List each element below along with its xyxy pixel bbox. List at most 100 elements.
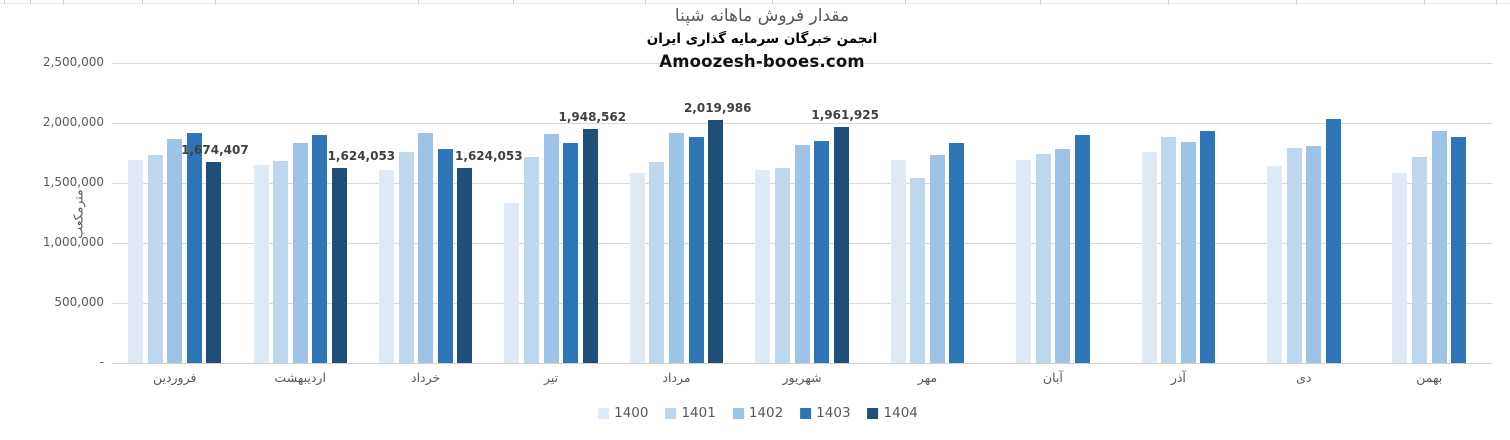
y-axis-title: مترمکعب [70,189,86,239]
legend-swatch [598,407,610,419]
y-tick-label: 2,500,000 [42,54,104,69]
ruler-tick [4,0,5,4]
bar-1400-تیر [504,202,520,363]
x-tick-label: مهر [917,370,938,385]
x-tick-label: آذر [1170,370,1186,385]
ruler-tick [1496,0,1497,4]
bar-1402-بهمن [1431,130,1447,363]
bar-value-label: 2,019,986 [683,101,752,116]
chart-title: مقدار فروش ماهانه شپنا [674,6,850,26]
bar-1401-بهمن [1412,157,1427,363]
x-axis-line [112,362,1492,364]
bar-1401-مرداد [649,162,665,363]
ruler-tick [142,0,143,4]
bar-1401-اردیبهشت [273,160,289,363]
bar-1403-شهریور [814,140,830,363]
bar-1403-خرداد [437,149,453,363]
bar-1404-فروردین [206,161,222,363]
ruler-tick [1424,0,1425,4]
bar-1401-آذر [1161,137,1177,363]
legend-item-1401: 1401 [665,405,716,421]
bar-1402-دی [1306,145,1322,363]
bar-1400-مهر [890,159,906,363]
ruler-tick [1168,0,1169,4]
bar-1400-اردیبهشت [253,165,269,363]
bar-1400-آبان [1016,159,1031,363]
bar-1400-بهمن [1392,172,1408,363]
bar-1402-مرداد [669,132,684,363]
bar-value-label: 1,961,925 [811,108,879,123]
bar-1400-مرداد [629,173,645,363]
bar-1404-شهریور [833,127,849,363]
bar-1403-آذر [1200,130,1216,363]
legend-swatch [800,407,812,419]
x-tick-label: شهریور [782,370,822,385]
bar-1402-اردیبهشت [292,142,308,363]
bar-value-label: 1,624,053 [327,148,396,163]
bar-1401-مهر [910,177,926,363]
bar-1401-خرداد [398,152,414,363]
ruler-tick [513,0,514,4]
chart-header: مقدار فروش ماهانه شپنا انجمن خبرگان سرما… [647,4,878,73]
gridline [112,122,1492,124]
bar-1403-مهر [949,143,965,363]
bar-1403-فروردین [186,132,202,363]
x-tick-label: فروردین [152,370,197,385]
y-tick-label: 2,000,000 [42,114,104,129]
y-tick-label: 1,000,000 [42,234,104,249]
watermark-text: Amoozesh-booes.com [659,52,865,71]
ruler-tick [1040,0,1041,4]
ruler-tick [418,0,419,4]
bar-1402-آذر [1180,142,1196,363]
bar-1401-فروردین [147,154,163,363]
ruler-line [0,3,1510,4]
bar-1401-تیر [524,157,539,363]
x-tick-label: آبان [1042,370,1063,385]
bar-1403-بهمن [1451,136,1467,363]
bar-1400-خرداد [378,169,394,363]
bar-1403-آبان [1074,134,1090,363]
chart-subtitle: انجمن خبرگان سرمایه گذاری ایران [646,31,878,47]
bar-1403-دی [1325,118,1341,363]
x-tick-label: دی [1296,370,1312,385]
x-tick-label: اردیبهشت [274,370,326,385]
y-tick-label: 500,000 [54,294,104,309]
bar-1404-مرداد [708,120,724,363]
y-tick-label: - [99,354,104,369]
legend-swatch [665,407,677,419]
x-tick-label: خرداد [411,370,441,385]
gridline [112,62,1492,64]
ruler-tick [215,0,216,4]
bar-1400-دی [1266,165,1282,363]
y-tick-label: 1,500,000 [42,174,104,189]
legend-label: 1400 [614,405,649,421]
legend-label: 1404 [883,405,918,421]
legend: 1400 1401 1402 1403 1404 [598,405,918,421]
bar-1402-فروردین [167,138,183,363]
bar-1404-اردیبهشت [331,167,347,363]
bar-value-label: 1,948,562 [558,109,627,124]
bar-1402-شهریور [794,144,810,363]
legend-item-1400: 1400 [598,405,648,421]
spreadsheet-ruler [0,0,1510,5]
bar-1402-آبان [1055,148,1071,363]
legend-item-1403: 1403 [800,405,851,421]
ruler-tick [905,0,906,4]
bar-1403-اردیبهشت [312,134,328,363]
x-tick-label: تیر [544,370,559,385]
ruler-tick [63,0,64,4]
legend-swatch [732,407,744,419]
bar-1401-شهریور [774,168,790,363]
x-tick-label: بهمن [1416,370,1443,385]
bar-1400-فروردین [128,159,143,363]
legend-item-1402: 1402 [732,405,783,421]
legend-label: 1403 [816,405,851,421]
bar-1402-مهر [929,154,945,363]
bar-value-label: 1,624,053 [455,148,523,163]
bar-1401-دی [1286,148,1302,363]
bar-1400-آذر [1141,151,1157,363]
bar-1401-آبان [1035,153,1051,363]
bar-1404-خرداد [457,167,473,363]
bar-value-label: 1,674,407 [181,142,249,157]
